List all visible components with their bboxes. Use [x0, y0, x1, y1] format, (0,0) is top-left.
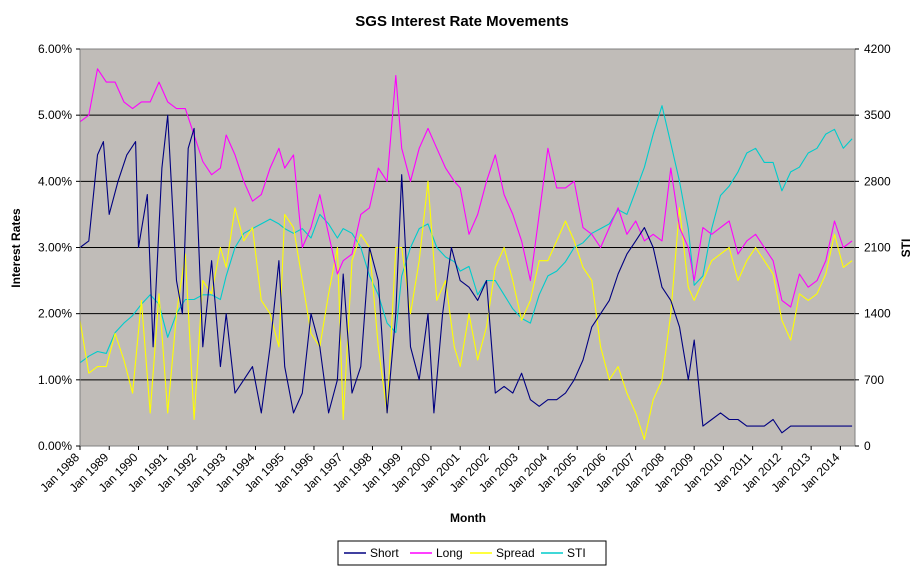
y2-tick-label: 2100 [864, 241, 891, 255]
y2-axis-title: STI [899, 239, 913, 258]
series-line-short [79, 114, 853, 434]
legend-label-long: Long [436, 546, 463, 560]
x-axis-title: Month [450, 511, 486, 525]
y-tick-label: 1.00% [38, 373, 72, 387]
y-axis-right-ticks: 0 700 1400 2100 2800 3500 4200 [855, 42, 891, 453]
y-tick-label: 6.00% [38, 42, 72, 56]
y-axis-title: Interest Rates [9, 208, 23, 288]
y-tick-label: 3.00% [38, 241, 72, 255]
gridlines [80, 114, 855, 381]
y-tick-label: 2.00% [38, 307, 72, 321]
legend-label-spread: Spread [496, 546, 535, 560]
y-axis-left-ticks: 0.00% 1.00% 2.00% 3.00% 4.00% 5.00% 6.00% [38, 42, 80, 453]
y-tick-label: 0.00% [38, 439, 72, 453]
series-line-sti [79, 105, 853, 364]
series-lines [79, 68, 853, 440]
legend: Short Long Spread STI [337, 540, 607, 566]
y2-tick-label: 1400 [864, 307, 891, 321]
y-tick-label: 4.00% [38, 174, 72, 188]
y2-tick-label: 3500 [864, 108, 891, 122]
y-tick-label: 5.00% [38, 108, 72, 122]
y2-tick-label: 4200 [864, 42, 891, 56]
y2-tick-label: 2800 [864, 174, 891, 188]
y2-tick-label: 0 [864, 439, 871, 453]
legend-label-sti: STI [567, 546, 586, 560]
series-line-spread [79, 180, 853, 440]
chart-title: SGS Interest Rate Movements [355, 13, 568, 30]
series-line-long [79, 68, 853, 308]
legend-label-short: Short [370, 546, 399, 560]
y2-tick-label: 700 [864, 373, 884, 387]
